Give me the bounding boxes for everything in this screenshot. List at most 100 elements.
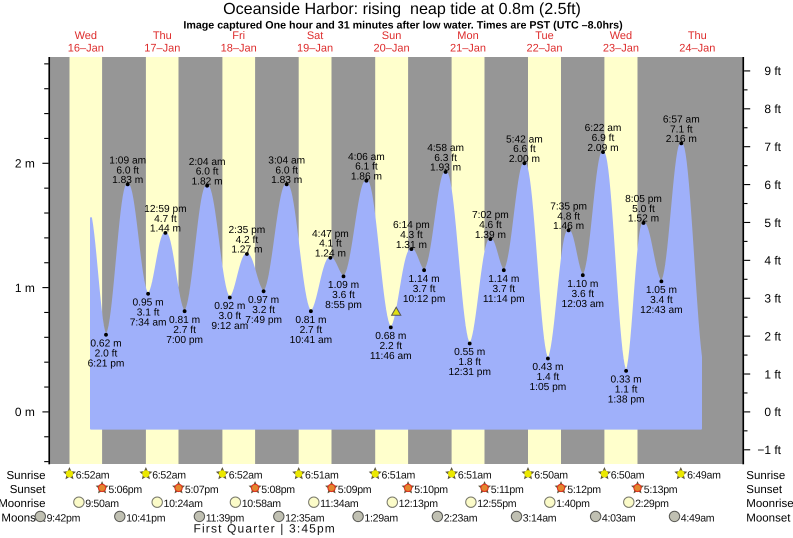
- svg-text:1.10 m: 1.10 m: [567, 279, 598, 290]
- svg-text:Sunset: Sunset: [746, 484, 783, 496]
- svg-text:11:14 pm: 11:14 pm: [483, 294, 525, 305]
- svg-text:1:29am: 1:29am: [364, 512, 398, 524]
- svg-text:3:04 am: 3:04 am: [268, 156, 305, 167]
- svg-text:0 ft: 0 ft: [764, 405, 781, 419]
- svg-text:0.43 m: 0.43 m: [532, 362, 563, 373]
- svg-text:0.95 m: 0.95 m: [133, 297, 164, 308]
- svg-text:1.82 m: 1.82 m: [192, 176, 223, 187]
- svg-text:6:49am: 6:49am: [687, 470, 721, 482]
- svg-text:0.62 m: 0.62 m: [90, 338, 121, 349]
- svg-text:Moonrise: Moonrise: [746, 498, 793, 510]
- svg-text:4:06 am: 4:06 am: [348, 152, 385, 163]
- svg-text:8 ft: 8 ft: [764, 102, 781, 116]
- svg-text:Moonset: Moonset: [746, 512, 791, 524]
- svg-text:0.33 m: 0.33 m: [611, 375, 642, 386]
- svg-text:6.6 ft: 6.6 ft: [513, 144, 536, 155]
- svg-text:9:50am: 9:50am: [85, 498, 119, 510]
- svg-text:1.8 ft: 1.8 ft: [458, 357, 481, 368]
- svg-text:11:39pm: 11:39pm: [206, 512, 245, 524]
- svg-text:2 m: 2 m: [15, 157, 35, 171]
- svg-text:1.24 m: 1.24 m: [315, 249, 346, 260]
- svg-text:5:07pm: 5:07pm: [185, 484, 219, 496]
- svg-text:7.1 ft: 7.1 ft: [670, 124, 693, 135]
- svg-text:3.6 ft: 3.6 ft: [332, 290, 355, 301]
- svg-text:1.09 m: 1.09 m: [328, 280, 359, 291]
- svg-text:6:51am: 6:51am: [382, 470, 416, 482]
- svg-text:First Quarter | 3:45pm: First Quarter | 3:45pm: [194, 522, 336, 536]
- svg-text:12:03 am: 12:03 am: [562, 299, 604, 310]
- svg-text:4 ft: 4 ft: [764, 254, 781, 268]
- svg-text:4:58 am: 4:58 am: [427, 143, 464, 154]
- svg-text:3.7 ft: 3.7 ft: [413, 284, 436, 295]
- svg-text:3.6 ft: 3.6 ft: [571, 289, 594, 300]
- svg-text:Thu: Thu: [153, 30, 172, 42]
- svg-text:9 ft: 9 ft: [764, 64, 781, 78]
- svg-text:10:41pm: 10:41pm: [126, 512, 166, 524]
- svg-text:5:11pm: 5:11pm: [491, 484, 524, 496]
- svg-text:5:12pm: 5:12pm: [567, 484, 601, 496]
- svg-text:Wed: Wed: [75, 30, 97, 42]
- svg-text:2.09 m: 2.09 m: [587, 143, 618, 154]
- svg-text:20–Jan: 20–Jan: [374, 42, 410, 54]
- svg-text:0.92 m: 0.92 m: [214, 301, 245, 312]
- svg-text:4:03am: 4:03am: [602, 512, 636, 524]
- svg-text:7 ft: 7 ft: [764, 140, 781, 154]
- svg-text:1 m: 1 m: [15, 281, 35, 295]
- svg-text:1.1 ft: 1.1 ft: [615, 385, 638, 396]
- svg-text:2:29pm: 2:29pm: [635, 498, 669, 510]
- svg-text:1:09 am: 1:09 am: [109, 156, 146, 167]
- svg-text:−1 ft: −1 ft: [757, 443, 781, 457]
- svg-text:2.7 ft: 2.7 ft: [173, 325, 196, 336]
- svg-text:7:34 am: 7:34 am: [130, 317, 167, 328]
- svg-text:1.52 m: 1.52 m: [628, 214, 659, 225]
- svg-text:6:51am: 6:51am: [305, 470, 339, 482]
- svg-text:5 ft: 5 ft: [764, 216, 781, 230]
- svg-text:2 ft: 2 ft: [764, 329, 781, 343]
- svg-text:6.0 ft: 6.0 ft: [116, 165, 139, 176]
- svg-text:1.83 m: 1.83 m: [271, 175, 302, 186]
- svg-text:Tue: Tue: [535, 30, 554, 42]
- svg-text:6:50am: 6:50am: [534, 470, 568, 482]
- svg-text:5:08pm: 5:08pm: [261, 484, 295, 496]
- svg-text:6.1 ft: 6.1 ft: [355, 162, 378, 173]
- svg-text:22–Jan: 22–Jan: [526, 42, 562, 54]
- svg-text:Image captured One hour and 31: Image captured One hour and 31 minutes a…: [183, 19, 623, 31]
- svg-text:9:42pm: 9:42pm: [47, 512, 81, 524]
- svg-text:6:22 am: 6:22 am: [585, 123, 622, 134]
- svg-text:3 ft: 3 ft: [764, 292, 781, 306]
- svg-text:24–Jan: 24–Jan: [679, 42, 715, 54]
- svg-text:1.27 m: 1.27 m: [231, 245, 262, 256]
- svg-text:0.81 m: 0.81 m: [169, 315, 200, 326]
- svg-text:2.16 m: 2.16 m: [666, 134, 697, 145]
- svg-text:Thu: Thu: [688, 30, 707, 42]
- svg-text:5:06pm: 5:06pm: [108, 484, 142, 496]
- svg-text:18–Jan: 18–Jan: [221, 42, 257, 54]
- svg-text:3.0 ft: 3.0 ft: [218, 311, 241, 322]
- svg-text:10:24am: 10:24am: [164, 498, 204, 510]
- svg-text:5:09pm: 5:09pm: [338, 484, 372, 496]
- svg-text:12:13pm: 12:13pm: [399, 498, 439, 510]
- svg-text:0.55 m: 0.55 m: [454, 347, 485, 358]
- svg-text:1:05 pm: 1:05 pm: [529, 382, 566, 393]
- svg-text:1.14 m: 1.14 m: [488, 274, 519, 285]
- svg-text:4.2 ft: 4.2 ft: [236, 235, 259, 246]
- svg-text:4.8 ft: 4.8 ft: [557, 211, 580, 222]
- svg-text:11:34am: 11:34am: [320, 498, 359, 510]
- svg-text:6:57 am: 6:57 am: [663, 115, 700, 126]
- svg-text:1.14 m: 1.14 m: [409, 274, 440, 285]
- svg-text:3.1 ft: 3.1 ft: [137, 307, 160, 318]
- svg-text:Oceanside Harbor: rising neap: Oceanside Harbor: rising neap tide at 0.…: [223, 0, 581, 18]
- svg-text:16–Jan: 16–Jan: [68, 42, 104, 54]
- svg-text:1 ft: 1 ft: [764, 367, 781, 381]
- svg-text:1.05 m: 1.05 m: [646, 285, 677, 296]
- svg-text:9:12 am: 9:12 am: [211, 321, 248, 332]
- svg-text:6.0 ft: 6.0 ft: [275, 165, 298, 176]
- svg-text:10:41 am: 10:41 am: [290, 335, 332, 346]
- svg-text:1:38 pm: 1:38 pm: [608, 395, 645, 406]
- svg-text:6 ft: 6 ft: [764, 178, 781, 192]
- svg-text:4.3 ft: 4.3 ft: [400, 230, 423, 241]
- svg-text:7:02 pm: 7:02 pm: [472, 210, 509, 221]
- svg-text:7:49 pm: 7:49 pm: [245, 315, 282, 326]
- svg-text:2:23am: 2:23am: [444, 512, 478, 524]
- svg-text:5:42 am: 5:42 am: [506, 134, 543, 145]
